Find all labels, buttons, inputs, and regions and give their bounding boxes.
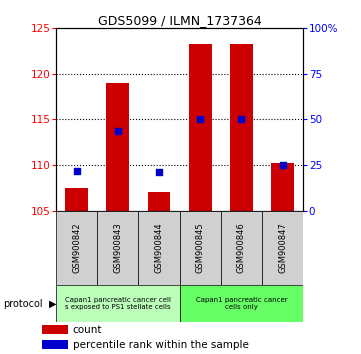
Bar	[43, 340, 68, 349]
Bar	[271, 163, 294, 211]
Text: percentile rank within the sample: percentile rank within the sample	[73, 340, 248, 350]
Text: protocol: protocol	[4, 298, 43, 309]
Bar	[43, 325, 68, 334]
Bar	[138, 211, 180, 285]
Point	[197, 117, 203, 122]
Bar	[56, 211, 97, 285]
Text: GSM900846: GSM900846	[237, 222, 246, 273]
Text: GSM900844: GSM900844	[155, 222, 164, 273]
Bar	[262, 211, 303, 285]
Bar	[221, 211, 262, 285]
Point	[74, 169, 79, 174]
Bar	[97, 211, 138, 285]
Bar	[65, 188, 88, 211]
Bar	[180, 285, 303, 322]
Bar	[230, 44, 253, 211]
Text: count: count	[73, 325, 102, 335]
Text: ▶: ▶	[49, 298, 56, 309]
Text: Capan1 pancreatic cancer
cells only: Capan1 pancreatic cancer cells only	[196, 297, 287, 310]
Point	[280, 162, 286, 168]
Text: GSM900842: GSM900842	[72, 222, 81, 273]
Bar	[148, 193, 170, 211]
Point	[115, 129, 121, 134]
Bar	[189, 44, 212, 211]
Bar	[180, 211, 221, 285]
Point	[239, 117, 244, 122]
Text: GSM900843: GSM900843	[113, 222, 122, 273]
Text: Capan1 pancreatic cancer cell
s exposed to PS1 stellate cells: Capan1 pancreatic cancer cell s exposed …	[65, 297, 171, 310]
Text: GSM900847: GSM900847	[278, 222, 287, 273]
Title: GDS5099 / ILMN_1737364: GDS5099 / ILMN_1737364	[98, 14, 261, 27]
Bar	[56, 285, 180, 322]
Text: GSM900845: GSM900845	[196, 222, 205, 273]
Point	[156, 170, 162, 175]
Bar	[106, 83, 129, 211]
